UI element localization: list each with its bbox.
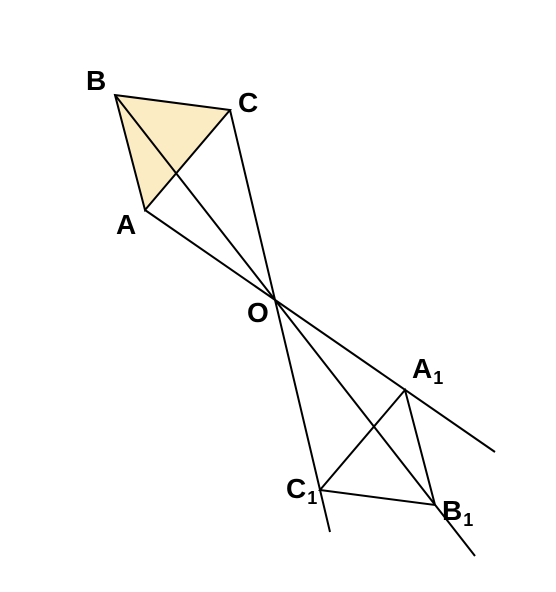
label-b1: B1 <box>442 495 473 530</box>
triangle-abc <box>115 95 230 210</box>
label-a1: A1 <box>412 353 443 388</box>
line-through-a <box>145 210 495 452</box>
label-b: B <box>86 65 106 96</box>
label-a: A <box>116 209 136 240</box>
label-c: C <box>238 87 258 118</box>
label-o: O <box>247 297 269 328</box>
geometry-diagram: B C A O A1 C1 B1 <box>0 0 556 592</box>
label-c1: C1 <box>286 473 317 508</box>
line-through-c <box>230 110 330 532</box>
triangle-a1b1c1 <box>320 390 435 505</box>
